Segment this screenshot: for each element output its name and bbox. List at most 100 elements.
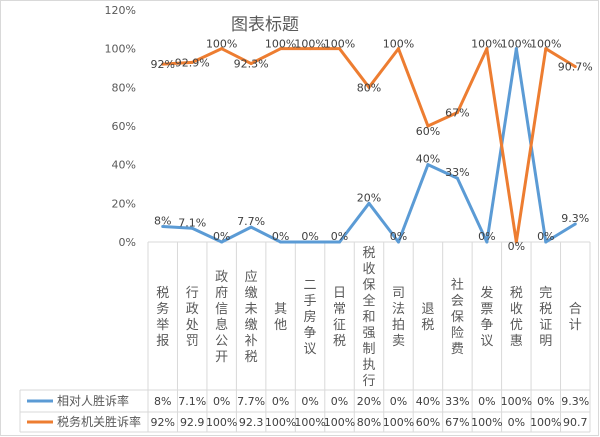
x-tick-label: 行 <box>362 374 375 389</box>
x-tick-label: 拍 <box>392 318 405 333</box>
data-point <box>308 47 312 51</box>
data-point <box>220 240 224 244</box>
y-tick-label: 120% <box>105 4 136 17</box>
table-cell: 100% <box>206 416 237 429</box>
data-point <box>338 47 342 51</box>
data-point <box>367 201 371 205</box>
x-tick-label: 票 <box>480 302 493 317</box>
data-label: 100% <box>324 38 355 51</box>
x-tick-label: 缴 <box>245 318 258 333</box>
table-cell: 0% <box>301 395 318 408</box>
x-tick-label: 会 <box>451 294 464 309</box>
x-tick-label: 强 <box>362 326 375 341</box>
data-point <box>161 225 165 229</box>
x-tick-label: 报 <box>156 334 169 349</box>
x-tick-label: 保 <box>451 310 464 325</box>
data-label: 0% <box>213 230 230 243</box>
table-cell: 0% <box>537 395 554 408</box>
x-tick-label: 罚 <box>186 334 199 349</box>
x-tick-label: 未 <box>245 302 258 317</box>
x-tick-label: 其 <box>274 302 287 317</box>
x-tick-label: 信 <box>215 302 228 317</box>
x-tick-label: 争 <box>480 318 493 333</box>
data-label: 100% <box>383 38 414 51</box>
x-tick-label: 他 <box>274 318 287 333</box>
x-tick-label: 补 <box>245 334 258 349</box>
data-label: 92.9% <box>175 56 210 69</box>
data-point <box>514 47 518 51</box>
x-tick-label: 政 <box>186 302 199 317</box>
table-cell: 33% <box>445 395 469 408</box>
x-tick-label: 开 <box>215 350 228 365</box>
x-tick-label: 缴 <box>245 286 258 301</box>
data-label: 0% <box>331 230 348 243</box>
x-tick-label: 议 <box>304 342 317 357</box>
data-label: 100% <box>294 38 325 51</box>
x-tick-label: 府 <box>215 286 228 301</box>
data-point <box>308 240 312 244</box>
data-label: 67% <box>445 106 469 119</box>
table-cell: 80% <box>357 416 381 429</box>
data-point <box>279 240 283 244</box>
x-tick-label: 手 <box>304 294 317 309</box>
data-label: 20% <box>357 191 381 204</box>
legend-label: 相对人胜诉率 <box>57 393 129 408</box>
data-label: 0% <box>301 230 318 243</box>
x-tick-label: 费 <box>451 342 464 357</box>
data-point <box>396 240 400 244</box>
table-cell: 100% <box>471 416 502 429</box>
data-point <box>249 62 253 66</box>
table-cell: 0% <box>213 395 230 408</box>
x-tick-label: 行 <box>186 286 199 301</box>
table-cell: 8% <box>154 395 171 408</box>
x-tick-label: 息 <box>215 317 228 333</box>
x-tick-label: 税 <box>421 318 434 333</box>
table-cell: 92.9 <box>180 416 205 429</box>
table-cell: 0% <box>508 416 525 429</box>
x-tick-label: 卖 <box>392 334 405 349</box>
x-tick-label: 险 <box>451 326 464 341</box>
data-point <box>249 225 253 229</box>
x-tick-label: 处 <box>186 318 199 333</box>
x-tick-label: 制 <box>362 342 375 357</box>
x-tick-label: 发 <box>480 285 493 301</box>
table-cell: 67% <box>445 416 469 429</box>
x-tick-label: 征 <box>333 318 346 333</box>
x-tick-label: 公 <box>215 334 228 349</box>
x-tick-label: 退 <box>421 302 434 317</box>
data-point <box>220 47 224 51</box>
x-tick-label: 完 <box>539 286 552 301</box>
x-tick-label: 司 <box>392 286 405 301</box>
data-label: 9.3% <box>561 212 589 225</box>
x-tick-label: 务 <box>156 301 169 317</box>
table-cell: 0% <box>331 395 348 408</box>
x-tick-label: 税 <box>245 350 258 365</box>
x-tick-label: 税 <box>539 302 552 317</box>
data-point <box>455 176 459 180</box>
data-label: 8% <box>154 215 171 228</box>
data-label: 60% <box>416 125 440 138</box>
data-label: 100% <box>530 38 561 51</box>
data-label: 100% <box>265 38 296 51</box>
table-cell: 60% <box>416 416 440 429</box>
table-cell: 100% <box>294 416 325 429</box>
x-tick-label: 明 <box>539 334 552 349</box>
data-point <box>426 163 430 167</box>
data-label: 7.1% <box>178 216 206 229</box>
x-tick-label: 收 <box>362 262 375 277</box>
table-cell: 90.7 <box>563 416 588 429</box>
table-cell: 40% <box>416 395 440 408</box>
data-label: 40% <box>416 153 440 166</box>
data-label: 100% <box>501 38 532 51</box>
y-tick-label: 100% <box>105 43 136 56</box>
y-tick-label: 60% <box>112 120 136 133</box>
data-point <box>426 124 430 128</box>
table-cell: 100% <box>530 416 561 429</box>
x-tick-label: 举 <box>156 318 169 333</box>
x-tick-label: 议 <box>480 334 493 349</box>
x-tick-label: 收 <box>510 302 523 317</box>
y-tick-label: 20% <box>112 197 136 210</box>
y-tick-label: 0% <box>119 236 136 249</box>
